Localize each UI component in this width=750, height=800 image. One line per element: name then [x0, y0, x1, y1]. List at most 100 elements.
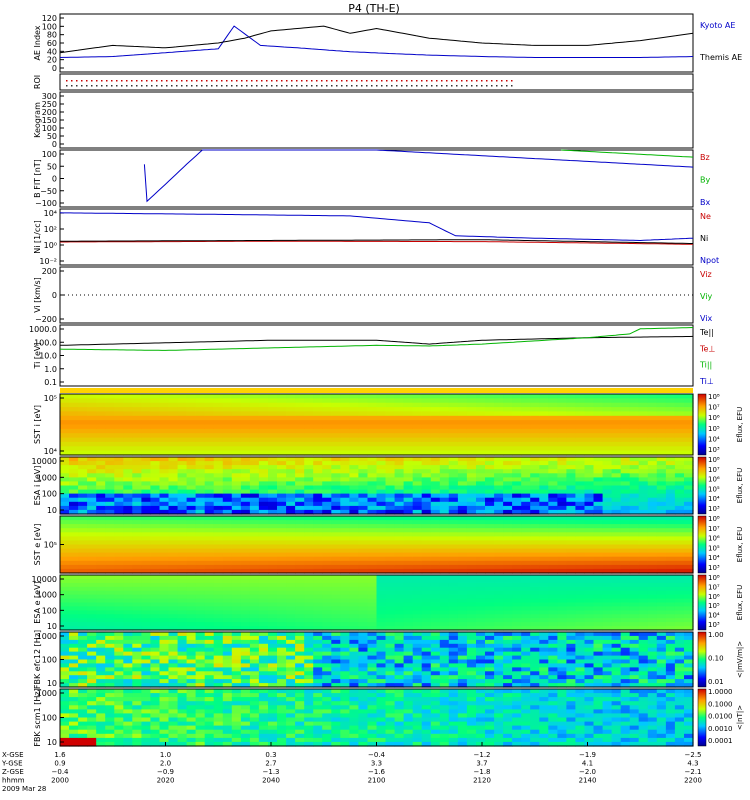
heat-cell — [105, 473, 115, 478]
heat-cell — [421, 411, 432, 417]
heat-cell — [186, 428, 197, 434]
heat-cell — [177, 560, 188, 566]
heat-cell — [132, 667, 142, 672]
heat-cell — [105, 437, 115, 443]
heat-cell — [503, 528, 513, 533]
heat-cell — [258, 643, 269, 649]
heat-cell — [186, 509, 197, 515]
roi-marker — [436, 85, 438, 87]
heat-cell — [394, 651, 405, 657]
heat-cell — [168, 671, 179, 676]
heat-cell — [448, 560, 459, 566]
heat-cell — [530, 481, 540, 487]
heat-cell — [367, 489, 378, 495]
heat-cell — [665, 578, 676, 584]
heat-cell — [304, 485, 314, 491]
heat-cell — [123, 556, 133, 562]
heat-cell — [403, 437, 414, 443]
heat-cell — [629, 493, 640, 499]
heat-cell — [213, 465, 224, 470]
colorbar-tick-label: 10⁸ — [708, 574, 720, 582]
heat-cell — [159, 586, 170, 592]
heat-cell — [213, 398, 224, 404]
heat-cell — [430, 683, 441, 688]
heat-cell — [177, 586, 188, 592]
heat-cell — [132, 465, 142, 470]
heat-cell — [105, 398, 115, 404]
heat-cell — [494, 667, 504, 672]
heat-cell — [304, 532, 314, 537]
heat-cell — [485, 647, 495, 653]
heat-cell — [385, 493, 396, 499]
heat-cell — [87, 659, 97, 664]
heat-cell — [593, 450, 604, 456]
heat-cell — [322, 402, 332, 408]
heat-cell — [403, 428, 414, 434]
heat-cell — [69, 465, 79, 470]
heat-cell — [530, 556, 540, 562]
heat-cell — [439, 407, 450, 413]
heat-cell — [674, 618, 685, 623]
heat-cell — [448, 420, 459, 426]
heat-cell — [656, 407, 667, 413]
heat-cell — [277, 552, 287, 558]
heat-cell — [394, 552, 405, 558]
heat-cell — [268, 407, 278, 413]
heat-cell — [168, 582, 179, 588]
heat-cell — [168, 586, 179, 592]
heat-cell — [385, 420, 396, 426]
heat-cell — [611, 614, 622, 619]
heat-cell — [412, 552, 423, 558]
heat-cell — [530, 489, 540, 495]
heat-cell — [421, 606, 432, 611]
heat-cell — [620, 575, 631, 580]
heat-cell — [674, 528, 685, 533]
heat-cell — [647, 461, 658, 466]
heat-cell — [123, 667, 133, 672]
heat-cell — [231, 586, 242, 592]
heat-cell — [204, 493, 215, 499]
heat-cell — [530, 578, 540, 584]
heat-cell — [222, 683, 233, 688]
heat-cell — [430, 594, 441, 600]
heat-cell — [96, 450, 106, 456]
heat-cell — [268, 497, 278, 503]
heat-cell — [503, 411, 513, 417]
heat-cell — [222, 544, 233, 550]
heat-cell — [512, 411, 522, 417]
heat-cell — [150, 594, 160, 600]
heat-cell — [286, 582, 296, 588]
heat-cell — [222, 663, 233, 668]
heat-cell — [521, 575, 531, 580]
heat-cell — [385, 635, 396, 641]
heat-cell — [430, 552, 441, 558]
heat-cell — [114, 659, 124, 664]
heat-cell — [322, 679, 332, 684]
heat-cell — [575, 457, 585, 462]
heat-cell — [674, 590, 685, 596]
heat-cell — [358, 582, 368, 588]
heat-cell — [566, 446, 576, 452]
heat-cell — [647, 485, 658, 491]
heat-cell — [385, 398, 396, 404]
heat-cell — [231, 594, 242, 600]
heat-cell — [512, 489, 522, 495]
heat-cell — [295, 540, 305, 546]
heat-cell — [186, 501, 197, 507]
heat-cell — [159, 540, 170, 546]
heat-cell — [141, 485, 151, 491]
heat-cell — [620, 485, 631, 491]
heat-cell — [620, 520, 631, 525]
heat-cell — [78, 407, 88, 413]
heat-cell — [584, 398, 595, 404]
heat-cell — [78, 590, 88, 596]
heat-cell — [177, 520, 188, 525]
heat-cell — [485, 402, 495, 408]
heat-cell — [141, 622, 151, 627]
heat-cell — [60, 411, 70, 417]
heat-cell — [195, 671, 206, 676]
heat-cell — [412, 437, 423, 443]
heat-cell — [340, 622, 350, 627]
heat-cell — [647, 524, 658, 529]
heat-cell — [448, 407, 459, 413]
